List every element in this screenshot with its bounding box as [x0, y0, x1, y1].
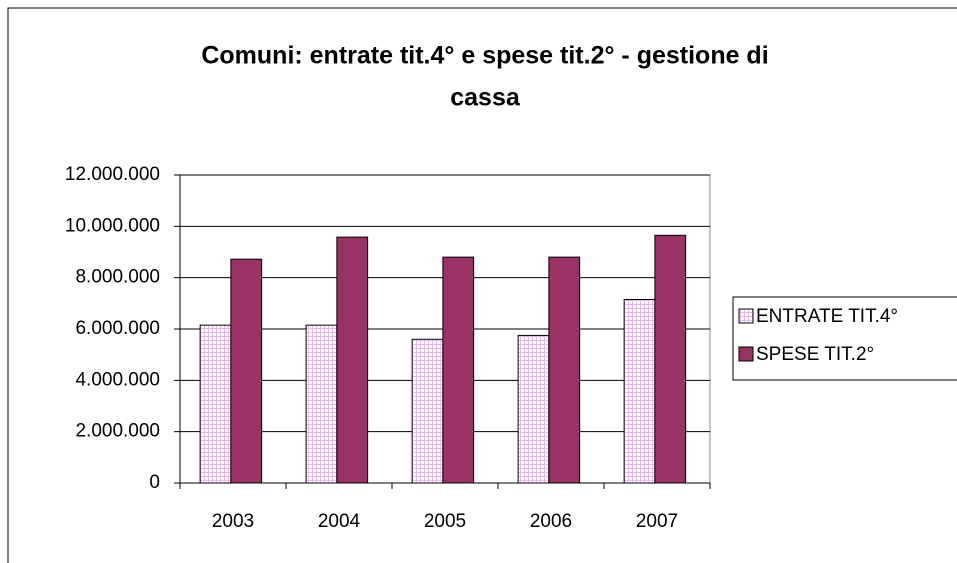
bar	[517, 334, 550, 484]
bar	[199, 324, 232, 484]
y-tick-label: 8.000.000	[75, 267, 160, 288]
y-tick-label: 4.000.000	[75, 369, 160, 390]
x-tick-label: 2006	[530, 511, 572, 532]
chart-title: cassa	[450, 84, 521, 112]
bar	[230, 258, 263, 484]
x-tick-label: 2003	[212, 511, 254, 532]
bar	[305, 324, 338, 484]
y-tick-label: 12.000.000	[65, 164, 160, 185]
bar	[411, 338, 444, 484]
bar	[548, 256, 581, 484]
x-tick-label: 2007	[636, 511, 678, 532]
y-tick-label: 0	[149, 472, 160, 493]
legend-label: SPESE TIT.2°	[756, 344, 874, 365]
y-tick-label: 6.000.000	[75, 318, 160, 339]
bar	[623, 298, 656, 484]
x-tick-label: 2004	[318, 511, 361, 532]
y-tick-label: 2.000.000	[75, 421, 160, 442]
legend-swatch	[738, 308, 754, 324]
legend-box	[732, 296, 957, 381]
legend-swatch	[738, 346, 754, 362]
x-tick-label: 2005	[424, 511, 466, 532]
chart-title: Comuni: entrate tit.4° e spese tit.2° - …	[201, 42, 768, 70]
y-tick-label: 10.000.000	[65, 215, 160, 236]
bar	[654, 234, 687, 484]
legend-label: ENTRATE TIT.4°	[756, 306, 898, 327]
bar	[336, 236, 369, 484]
bar	[442, 256, 475, 484]
